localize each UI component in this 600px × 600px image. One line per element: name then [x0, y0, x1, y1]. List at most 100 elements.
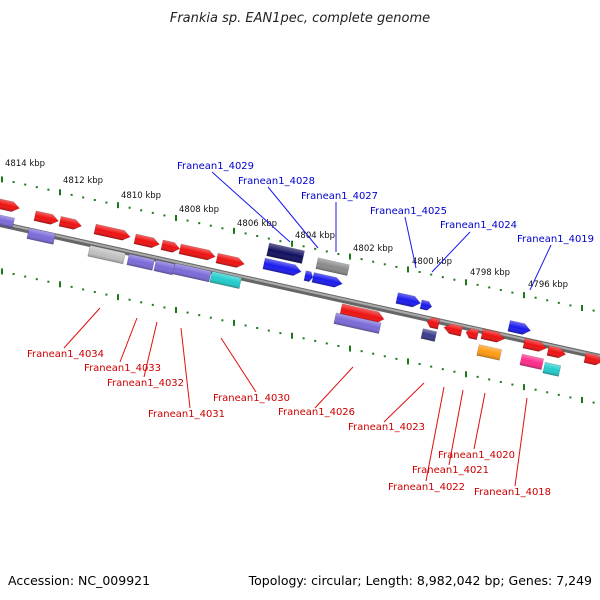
gene-shade: [215, 253, 245, 268]
gene-label-franean1-4019[interactable]: Franean1_4019: [517, 234, 594, 245]
gene-label-franean1-4029[interactable]: Franean1_4029: [177, 161, 254, 172]
gene-shade: [87, 245, 126, 264]
genome-stats-text: Topology: circular; Length: 8,982,042 bp…: [248, 573, 592, 588]
gene-feature: [262, 257, 302, 276]
gene-feature: [26, 227, 56, 245]
gene-shade: [542, 362, 561, 377]
gene-shade: [133, 234, 160, 248]
tick-label: 4798 kbp: [470, 268, 510, 278]
gene-label-franean1-4022[interactable]: Franean1_4022: [388, 482, 465, 493]
genome-backbone: [0, 221, 600, 360]
gene-feature: [480, 328, 505, 343]
tick-label: 4814 kbp: [5, 159, 45, 169]
gene-feature: [519, 353, 545, 370]
gene-feature: [172, 262, 212, 283]
label-leader-lines: [63, 171, 552, 487]
gene-shade: [160, 240, 180, 253]
gene-shade: [33, 210, 59, 225]
scale-tick-labels: 4814 kbp 4812 kbp 4810 kbp 4808 kbp 4806…: [5, 159, 568, 290]
gene-feature: [522, 337, 547, 352]
gene-shade: [266, 243, 305, 264]
gene-shade: [93, 224, 131, 241]
gene-feature: [126, 253, 155, 271]
gene-feature: [315, 257, 350, 276]
gene-shade: [178, 244, 216, 261]
tick-label: 4802 kbp: [353, 244, 393, 254]
gene-label-franean1-4033[interactable]: Franean1_4033: [84, 363, 161, 374]
tick-label: 4808 kbp: [179, 205, 219, 215]
gene-shade: [444, 323, 463, 337]
gene-label-franean1-4020[interactable]: Franean1_4020: [438, 450, 515, 461]
gene-feature: [507, 320, 531, 335]
gene-feature: [93, 223, 131, 241]
gene-shade: [395, 292, 421, 308]
gene-label-franean1-4031[interactable]: Franean1_4031: [148, 409, 225, 420]
gene-shade: [0, 198, 20, 212]
gene-shade: [153, 259, 175, 275]
gene-shade: [26, 227, 56, 245]
gene-label-franean1-4018[interactable]: Franean1_4018: [474, 487, 551, 498]
gene-feature: [419, 299, 433, 311]
gene-features: [0, 197, 600, 377]
gene-feature: [303, 270, 314, 282]
gene-label-franean1-4028[interactable]: Franean1_4028: [238, 176, 315, 187]
gene-feature: [395, 292, 421, 308]
gene-shade: [303, 270, 313, 282]
gene-shade: [420, 299, 432, 311]
gene-feature: [87, 245, 126, 265]
gene-shade: [58, 216, 82, 230]
gene-feature: [426, 317, 441, 330]
gene-label-franean1-4025[interactable]: Franean1_4025: [370, 206, 447, 217]
gene-feature: [266, 242, 305, 264]
gene-feature: [0, 213, 16, 229]
bottom-gene-labels: Franean1_4034 Franean1_4033 Franean1_403…: [27, 349, 551, 498]
tick-label: 4804 kbp: [295, 231, 335, 241]
gene-label-franean1-4026[interactable]: Franean1_4026: [278, 407, 355, 418]
gene-feature: [465, 328, 480, 341]
gene-feature: [333, 312, 382, 334]
gene-label-franean1-4023[interactable]: Franean1_4023: [348, 422, 425, 433]
gene-shade: [262, 258, 302, 276]
bottom-scale-ruler: [1, 268, 595, 404]
gene-shade: [339, 303, 384, 324]
gene-shade: [420, 328, 437, 342]
gene-feature: [546, 345, 567, 359]
gene-shade: [209, 271, 242, 289]
gene-shade: [465, 328, 479, 340]
top-gene-labels: Franean1_4029 Franean1_4028 Franean1_402…: [177, 161, 594, 245]
gene-feature: [0, 197, 20, 212]
gene-shade: [315, 257, 350, 276]
gene-feature: [58, 216, 82, 230]
gene-shade: [0, 214, 15, 228]
gene-shade: [519, 354, 544, 370]
tick-label: 4796 kbp: [528, 280, 568, 290]
tick-label: 4810 kbp: [121, 191, 161, 201]
gene-shade: [426, 317, 440, 330]
gene-shade: [126, 254, 155, 271]
gene-feature: [311, 272, 343, 288]
gene-feature: [153, 259, 176, 276]
gene-label-franean1-4021[interactable]: Franean1_4021: [412, 465, 489, 476]
gene-shade: [311, 272, 343, 288]
gene-label-franean1-4030[interactable]: Franean1_4030: [213, 393, 290, 404]
gene-shade: [583, 352, 600, 366]
gene-feature: [33, 210, 59, 225]
gene-feature: [160, 239, 181, 253]
gene-shade: [172, 263, 212, 282]
gene-feature: [443, 323, 464, 337]
genome-title: Frankia sp. EAN1pec, complete genome: [170, 11, 430, 26]
gene-feature: [583, 352, 600, 366]
gene-label-franean1-4032[interactable]: Franean1_4032: [107, 378, 184, 389]
gene-feature: [215, 252, 245, 268]
tick-label: 4800 kbp: [412, 257, 452, 267]
gene-feature: [339, 303, 385, 324]
accession-text: Accession: NC_009921: [8, 573, 150, 588]
gene-feature: [178, 243, 216, 261]
gene-shade: [522, 338, 547, 352]
gene-feature: [542, 361, 562, 377]
gene-label-franean1-4024[interactable]: Franean1_4024: [440, 220, 517, 231]
gene-label-franean1-4027[interactable]: Franean1_4027: [301, 191, 378, 202]
gene-shade: [507, 320, 531, 335]
gene-feature: [209, 271, 242, 289]
gene-label-franean1-4034[interactable]: Franean1_4034: [27, 349, 104, 360]
